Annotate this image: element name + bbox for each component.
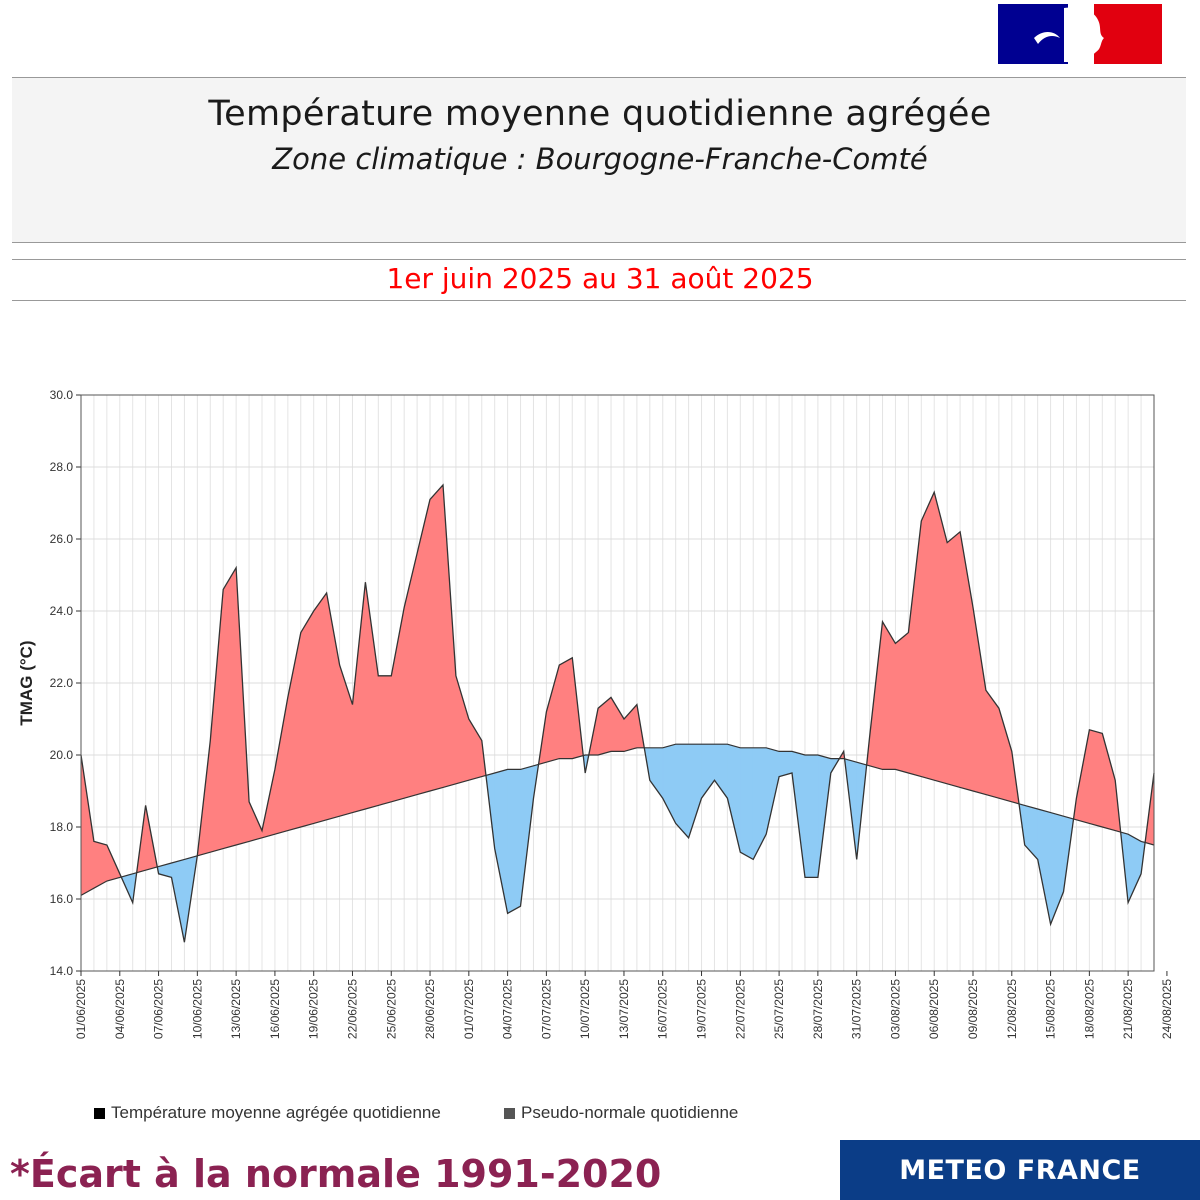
x-tick-label: 16/06/2025 bbox=[268, 979, 282, 1039]
above-normal-area bbox=[946, 531, 961, 788]
y-tick-label: 30.0 bbox=[50, 388, 74, 402]
above-normal-area bbox=[429, 484, 444, 792]
footnote: *Écart à la normale 1991-2020 bbox=[10, 1152, 662, 1196]
x-tick-label: 03/08/2025 bbox=[888, 979, 902, 1039]
below-normal-area bbox=[740, 747, 754, 860]
y-tick-label: 26.0 bbox=[50, 532, 74, 546]
x-tick-label: 04/07/2025 bbox=[501, 979, 515, 1039]
x-tick-label: 04/06/2025 bbox=[113, 979, 127, 1039]
chart-subtitle: Zone climatique : Bourgogne-Franche-Comt… bbox=[272, 142, 928, 176]
series-line-normal bbox=[80, 743, 1155, 896]
chart-title: Température moyenne quotidienne agrégée bbox=[208, 94, 992, 134]
y-tick-label: 22.0 bbox=[50, 676, 74, 690]
legend-item-normal: Pseudo-normale quotidienne bbox=[504, 1103, 738, 1123]
marianne-profile bbox=[1064, 7, 1104, 62]
y-tick-label: 14.0 bbox=[50, 964, 74, 978]
above-normal-area bbox=[895, 631, 909, 774]
legend-swatch-observed bbox=[94, 1107, 105, 1119]
below-normal-area bbox=[675, 743, 689, 839]
legend-item-observed: Température moyenne agrégée quotidienne bbox=[94, 1103, 441, 1123]
flag-red-band bbox=[1094, 4, 1162, 64]
legend-swatch-normal bbox=[504, 1107, 515, 1119]
y-tick-label: 16.0 bbox=[50, 892, 74, 906]
below-normal-area bbox=[507, 769, 521, 914]
y-tick-label: 20.0 bbox=[50, 748, 74, 762]
x-tick-label: 22/06/2025 bbox=[345, 979, 359, 1039]
y-tick-label: 18.0 bbox=[50, 820, 74, 834]
x-tick-label: 28/06/2025 bbox=[423, 979, 437, 1039]
y-axis-label: TMAG (°C) bbox=[17, 640, 36, 725]
y-tick-label: 24.0 bbox=[50, 604, 74, 618]
above-normal-area bbox=[313, 592, 327, 824]
x-tick-label: 13/07/2025 bbox=[617, 979, 631, 1039]
x-tick-label: 25/07/2025 bbox=[772, 979, 786, 1039]
above-normal-area bbox=[222, 566, 237, 849]
series-line-observed bbox=[80, 483, 1155, 943]
x-tick-label: 01/06/2025 bbox=[74, 979, 88, 1039]
temperature-chart: 14.0 16.0 18.0 20.0 22.0 24.0 26.0 28.0 30.0 01/0… bbox=[17, 388, 1200, 1039]
x-tick-label: 07/06/2025 bbox=[152, 979, 166, 1039]
x-tick-label: 10/07/2025 bbox=[578, 979, 592, 1039]
above-normal-area bbox=[300, 609, 314, 828]
x-tick-label: 06/08/2025 bbox=[927, 979, 941, 1039]
x-tick-label: 12/08/2025 bbox=[1005, 979, 1019, 1039]
legend-label-observed: Température moyenne agrégée quotidienne bbox=[111, 1103, 441, 1122]
republique-francaise-logo bbox=[998, 4, 1162, 64]
x-tick-label: 01/07/2025 bbox=[462, 979, 476, 1039]
x-tick-label: 25/06/2025 bbox=[384, 979, 398, 1039]
x-tick-label: 07/07/2025 bbox=[539, 979, 553, 1039]
below-normal-area bbox=[778, 751, 793, 777]
x-tick-label: 31/07/2025 bbox=[850, 979, 864, 1039]
x-tick-label: 15/08/2025 bbox=[1044, 979, 1058, 1039]
x-tick-label: 27/08/2025 bbox=[1199, 979, 1200, 1039]
above-normal-area bbox=[882, 620, 896, 770]
x-tick-label: 19/07/2025 bbox=[695, 979, 709, 1039]
above-normal-area bbox=[559, 657, 573, 759]
x-tick-label: 19/06/2025 bbox=[307, 979, 321, 1039]
meteo-france-brand: METEO FRANCE bbox=[840, 1140, 1200, 1200]
x-tick-label: 09/08/2025 bbox=[966, 979, 980, 1039]
x-tick-label: 18/08/2025 bbox=[1082, 979, 1096, 1039]
y-tick-label: 28.0 bbox=[50, 460, 74, 474]
plot-frame bbox=[80, 394, 1155, 972]
below-normal-area bbox=[804, 754, 819, 878]
x-tick-label: 28/07/2025 bbox=[811, 979, 825, 1039]
above-normal-area bbox=[93, 841, 108, 889]
legend-label-normal: Pseudo-normale quotidienne bbox=[521, 1103, 739, 1122]
flag-blue-band bbox=[998, 4, 1068, 64]
title-panel bbox=[12, 77, 1186, 243]
x-tick-label: 16/07/2025 bbox=[656, 979, 670, 1039]
period-label: 1er juin 2025 au 31 août 2025 bbox=[386, 262, 814, 295]
x-tick-label: 21/08/2025 bbox=[1121, 979, 1135, 1039]
above-normal-area bbox=[378, 675, 392, 806]
marianne-hair-mark bbox=[1034, 32, 1060, 44]
x-tick-label: 10/06/2025 bbox=[190, 979, 204, 1039]
x-tick-label: 24/08/2025 bbox=[1160, 979, 1174, 1039]
x-tick-label: 22/07/2025 bbox=[733, 979, 747, 1039]
above-normal-area bbox=[1089, 729, 1103, 828]
x-tick-label: 13/06/2025 bbox=[229, 979, 243, 1039]
above-normal-area bbox=[921, 492, 935, 781]
period-panel bbox=[12, 259, 1186, 301]
